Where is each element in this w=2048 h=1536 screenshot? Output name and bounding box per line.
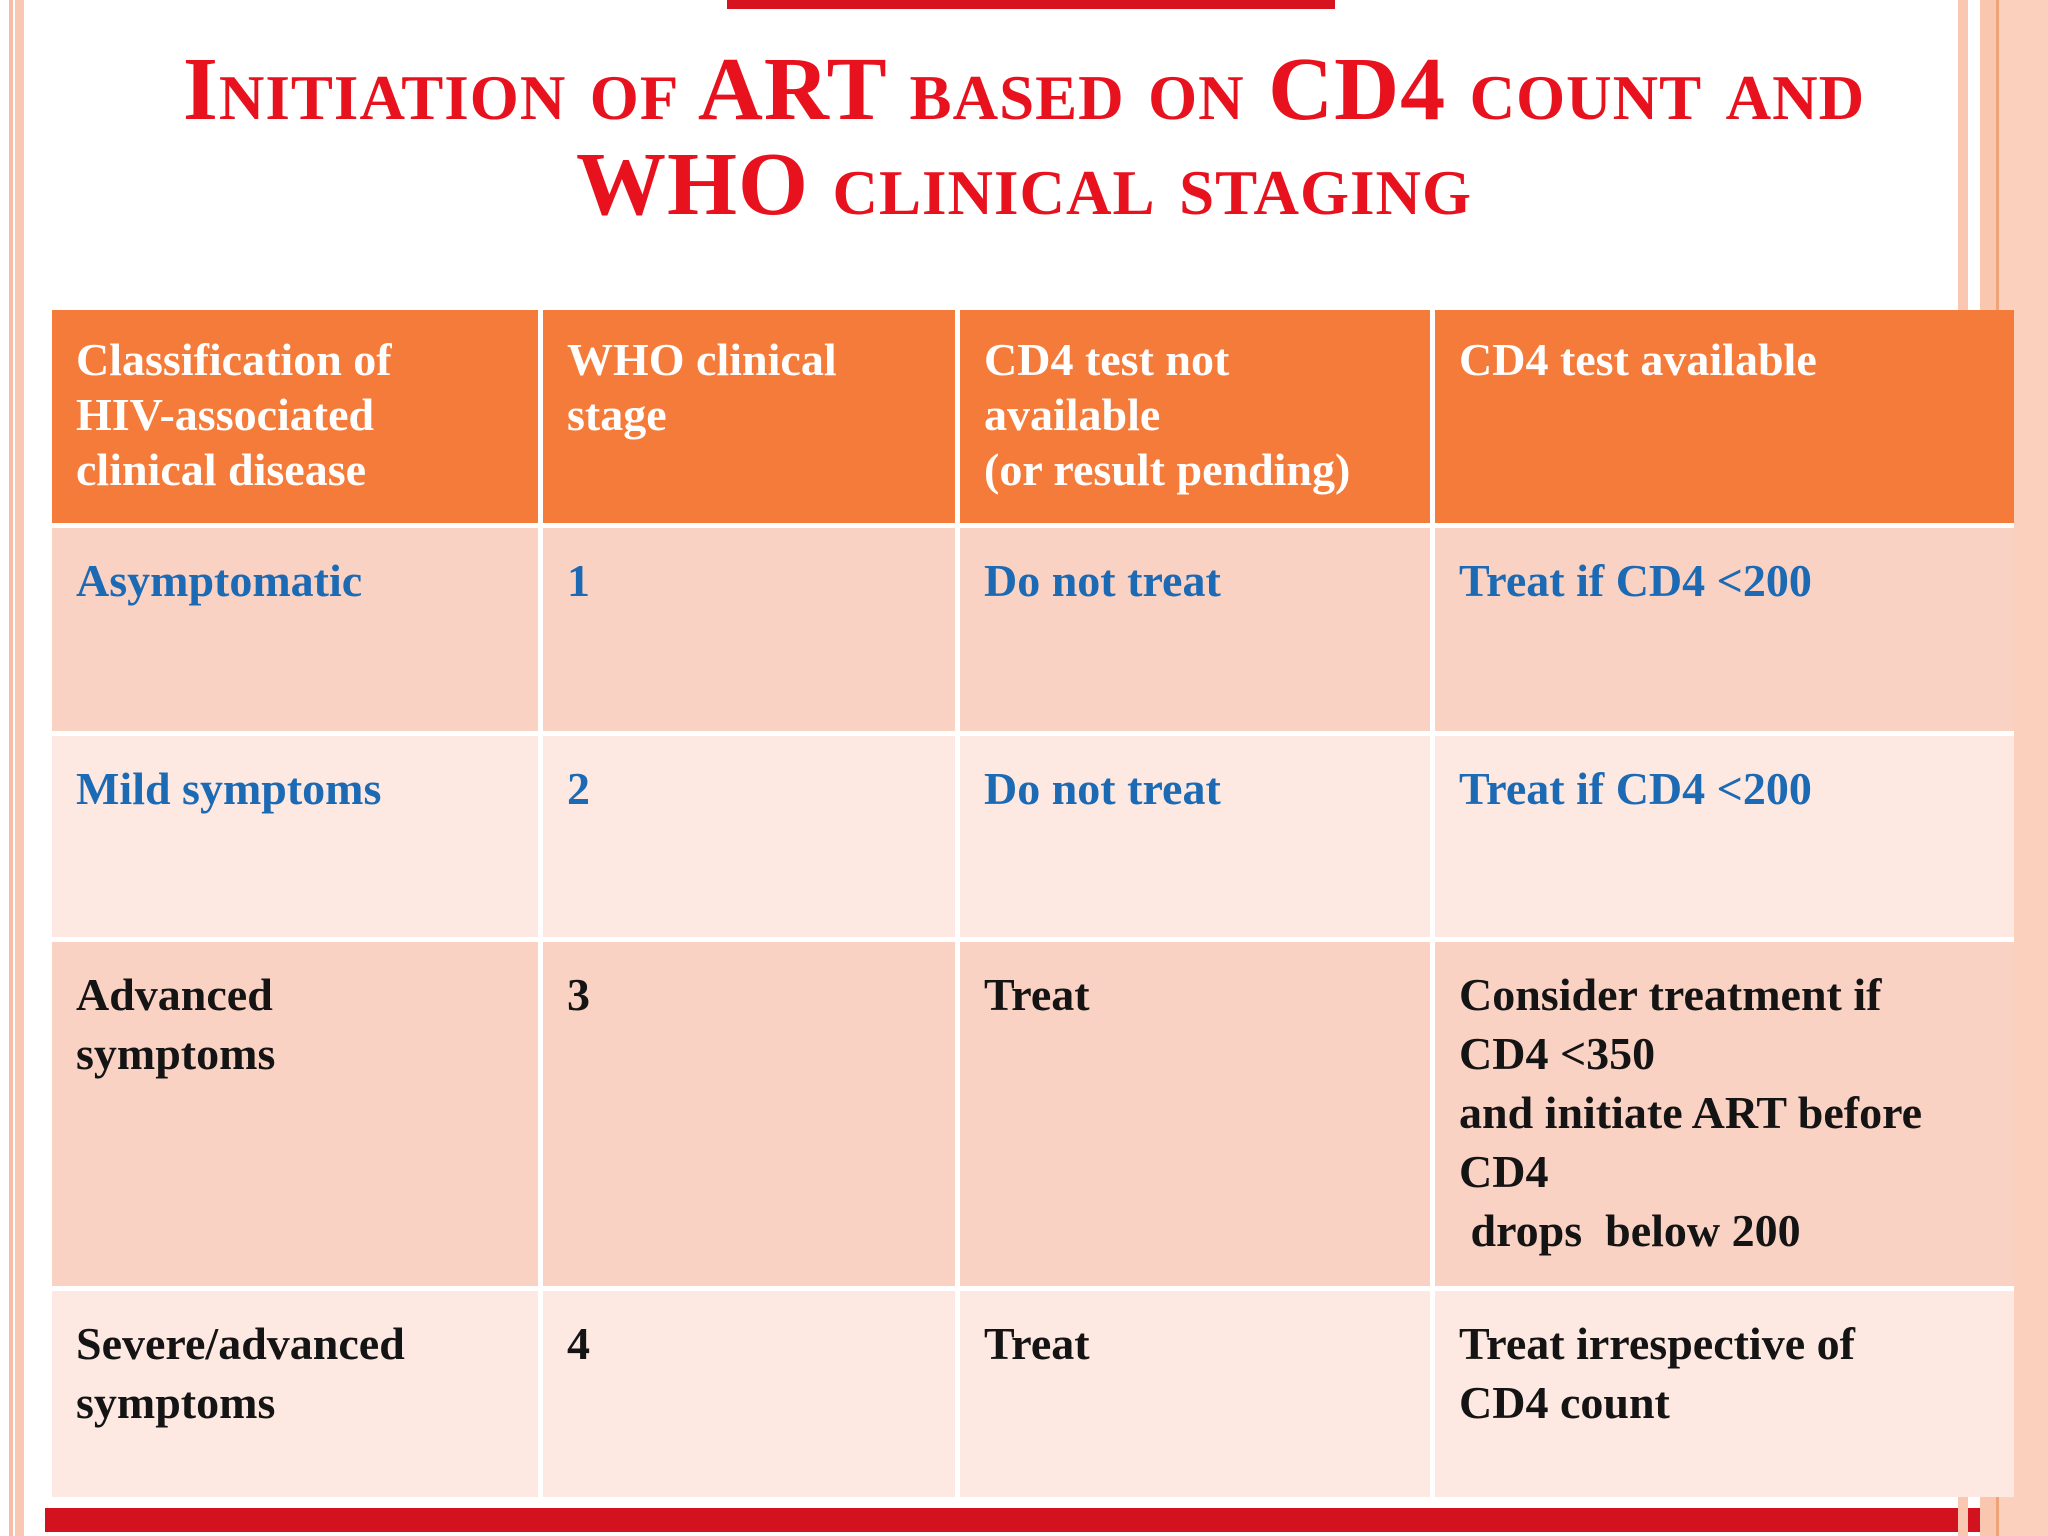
art-initiation-table: Classification of HIV-associated clinica… [52,310,2014,1497]
slide-title: Initiation of ART based on CD4 count and… [0,42,2048,233]
cell-advanced-stage: 3 [543,942,955,1286]
cell-mild-cd4: Treat if CD4 <200 [1435,736,2014,937]
cell-mild-stage: 2 [543,736,955,937]
bottom-accent-bar [45,1508,1990,1532]
header-cell-cd4-available: CD4 test available [1435,310,2014,523]
title-line-2: WHO clinical staging [576,135,1472,235]
cell-asymptomatic-cd4: Treat if CD4 <200 [1435,528,2014,731]
left-border-thin-stripe [9,0,13,1536]
header-cell-who-stage: WHO clinical stage [543,310,955,523]
top-accent-bar [727,0,1335,9]
cell-mild-classification: Mild symptoms [52,736,538,937]
cell-asymptomatic-classification: Asymptomatic [52,528,538,731]
cell-severe-no-cd4: Treat [960,1291,1430,1497]
left-border-wide-stripe [15,0,24,1536]
cell-asymptomatic-stage: 1 [543,528,955,731]
header-cell-cd4-not-available: CD4 test not available (or result pendin… [960,310,1430,523]
cell-severe-stage: 4 [543,1291,955,1497]
cell-advanced-no-cd4: Treat [960,942,1430,1286]
title-line-1: Initiation of ART based on CD4 count and [182,40,1866,139]
cell-severe-cd4: Treat irrespective of CD4 count [1435,1291,2014,1497]
cell-severe-classification: Severe/advanced symptoms [52,1291,538,1497]
cell-advanced-classification: Advanced symptoms [52,942,538,1286]
cell-mild-no-cd4: Do not treat [960,736,1430,937]
cell-asymptomatic-no-cd4: Do not treat [960,528,1430,731]
header-cell-classification: Classification of HIV-associated clinica… [52,310,538,523]
cell-advanced-cd4: Consider treatment if CD4 <350 and initi… [1435,942,2014,1286]
